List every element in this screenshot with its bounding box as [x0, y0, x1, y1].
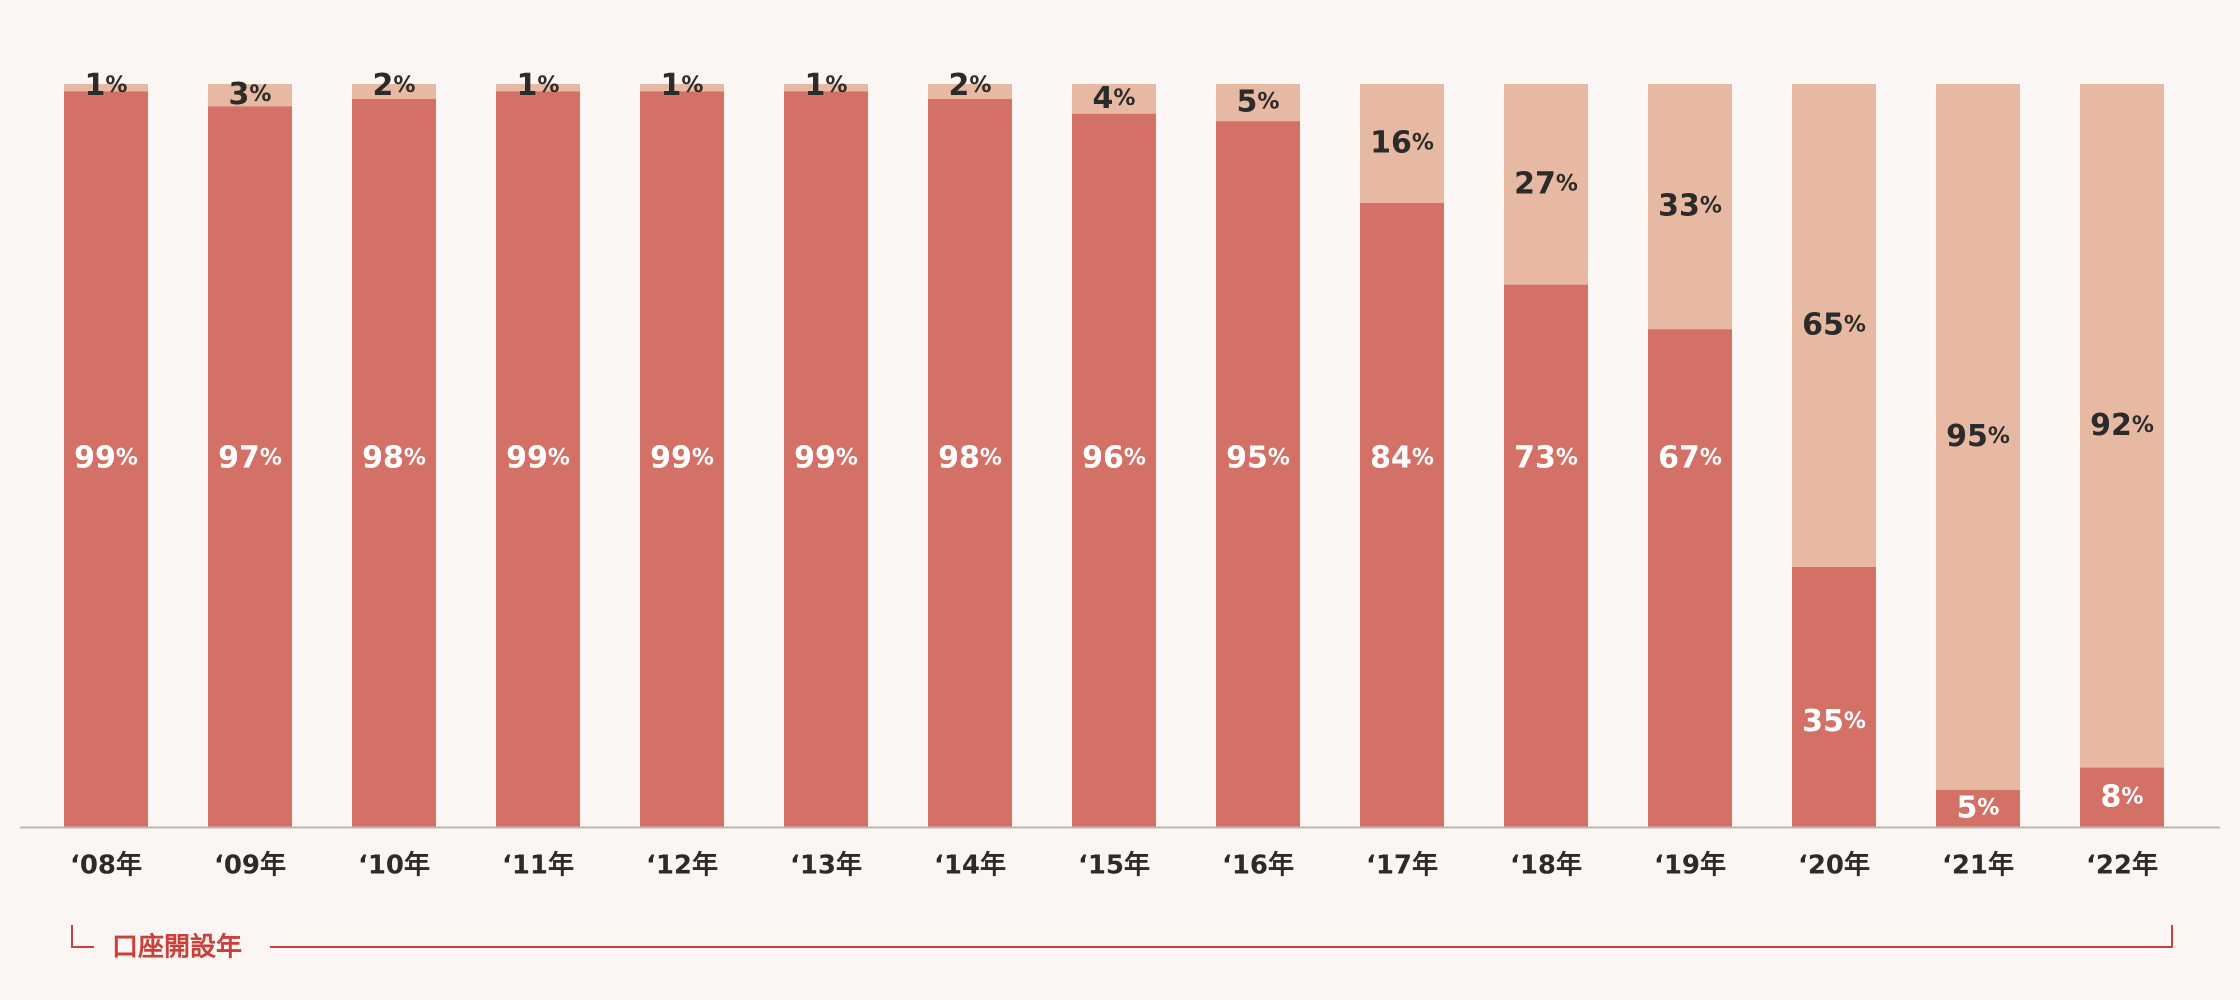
bar-segment-bottom [1360, 202, 1444, 827]
x-tick-label: ‘09年 [214, 850, 286, 881]
data-label-top: 92% [2090, 407, 2154, 442]
data-label-bottom: 98% [362, 440, 426, 475]
data-label-top: 5% [1237, 84, 1280, 119]
x-axis-label: 口座開設年 [112, 932, 242, 963]
x-tick-label: ‘15年 [1078, 850, 1150, 881]
x-tick-label: ‘22年 [2086, 850, 2158, 881]
bar-segment-top [1072, 84, 1156, 114]
bar-segment-bottom [1648, 329, 1732, 827]
bar-segment-top [1504, 84, 1588, 285]
data-label-bottom: 96% [1082, 440, 1146, 475]
bar-segment-top [640, 84, 724, 92]
bar-segment-bottom [928, 98, 1012, 828]
bar-segment-bottom [1216, 121, 1300, 827]
x-axis-bracket [71, 925, 2173, 948]
data-label-top: 95% [1946, 418, 2010, 453]
data-label-top: 16% [1370, 125, 1434, 160]
data-label-bottom: 73% [1514, 440, 1578, 475]
data-label-top: 33% [1658, 188, 1722, 223]
bars-group [64, 84, 2164, 828]
bar-segment-top [1360, 84, 1444, 203]
bar-segment-bottom [352, 98, 436, 828]
bar-segment-bottom [1936, 789, 2020, 827]
data-label-bottom: 99% [74, 440, 138, 475]
data-label-bottom: 99% [506, 440, 570, 475]
data-label-bottom: 5% [1957, 790, 2000, 825]
bar-segment-bottom [496, 91, 580, 828]
data-label-top: 1% [805, 68, 848, 103]
bar-segment-bottom [1504, 284, 1588, 827]
bar-segment-bottom [1072, 113, 1156, 828]
data-label-top: 3% [229, 77, 272, 112]
bar-segment-top [352, 84, 436, 99]
data-label-bottom: 67% [1658, 440, 1722, 475]
x-tick-label: ‘12年 [646, 850, 718, 881]
data-label-top: 65% [1802, 307, 1866, 342]
x-tick-label: ‘20年 [1798, 850, 1870, 881]
data-label-top: 4% [1093, 80, 1136, 115]
data-label-top: 2% [949, 68, 992, 103]
bar-segment-top [208, 84, 292, 107]
x-tick-label: ‘17年 [1366, 850, 1438, 881]
data-label-top: 1% [661, 68, 704, 103]
x-tick-label: ‘13年 [790, 850, 862, 881]
bar-segment-top [1936, 84, 2020, 790]
bar-segment-top [496, 84, 580, 92]
bar-segment-top [928, 84, 1012, 99]
bar-segment-bottom [640, 91, 724, 828]
data-label-top: 1% [517, 68, 560, 103]
x-tick-label: ‘18年 [1510, 850, 1582, 881]
x-tick-label: ‘14年 [934, 850, 1006, 881]
data-label-bottom: 97% [218, 440, 282, 475]
bar-segment-bottom [784, 91, 868, 828]
data-label-bottom: 99% [794, 440, 858, 475]
bar-segment-top [784, 84, 868, 92]
bar-segment-bottom [2080, 767, 2164, 827]
bar-segment-top [2080, 84, 2164, 768]
bar-segment-bottom [64, 91, 148, 828]
bar-segment-top [1648, 84, 1732, 330]
bar-segment-bottom [208, 106, 292, 828]
x-tick-label: ‘16年 [1222, 850, 1294, 881]
x-tick-label: ‘08年 [70, 850, 142, 881]
bar-segment-top [1792, 84, 1876, 567]
data-label-bottom: 98% [938, 440, 1002, 475]
data-label-top: 2% [373, 68, 416, 103]
data-label-bottom: 84% [1370, 440, 1434, 475]
x-tick-label: ‘11年 [502, 850, 574, 881]
x-tick-label: ‘10年 [358, 850, 430, 881]
x-tick-label: ‘21年 [1942, 850, 2014, 881]
data-label-top: 1% [85, 68, 128, 103]
data-label-bottom: 95% [1226, 440, 1290, 475]
x-tick-label: ‘19年 [1654, 850, 1726, 881]
data-label-bottom: 99% [650, 440, 714, 475]
value-labels-group: 99% 1% 97% 3% 98% 2% 99% 1% 99% 1% 99% 1% 98% 2% 96% 4%… [74, 68, 2154, 825]
data-label-bottom: 35% [1802, 703, 1866, 738]
bar-segment-top [1216, 84, 1300, 122]
data-label-bottom: 8% [2101, 779, 2144, 814]
data-label-top: 27% [1514, 166, 1578, 201]
bar-segment-bottom [1792, 566, 1876, 827]
bar-segment-top [64, 84, 148, 92]
x-tick-labels-group: ‘08年 ‘09年 ‘10年 ‘11年 ‘12年 ‘13年 ‘14年 ‘15年 ‘16年 ‘17年… [70, 850, 2158, 881]
